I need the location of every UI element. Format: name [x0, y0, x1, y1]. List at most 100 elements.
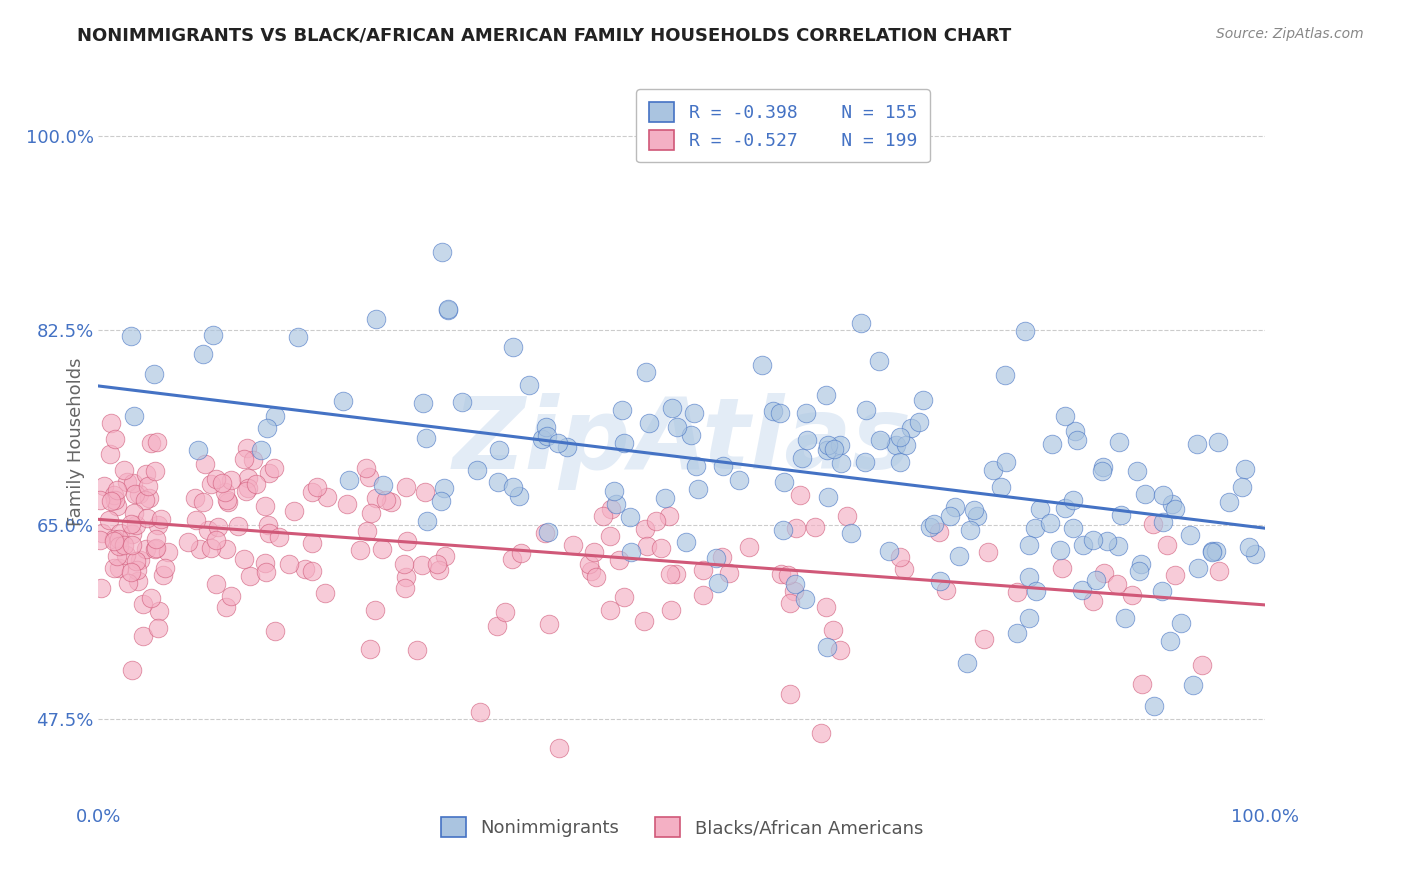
Point: [283, 504, 305, 518]
Point: [501, 551, 523, 566]
Point: [105, 549, 128, 564]
Point: [538, 617, 561, 632]
Point: [392, 558, 415, 572]
Point: [146, 621, 169, 635]
Point: [415, 431, 437, 445]
Point: [1071, 538, 1094, 552]
Point: [211, 475, 233, 490]
Point: [143, 464, 166, 478]
Point: [129, 553, 152, 567]
Point: [215, 599, 238, 614]
Point: [1244, 547, 1267, 561]
Point: [339, 473, 361, 487]
Point: [707, 576, 730, 591]
Point: [877, 543, 900, 558]
Point: [1070, 583, 1092, 598]
Point: [143, 542, 166, 557]
Point: [127, 574, 149, 588]
Point: [994, 455, 1017, 469]
Point: [620, 544, 643, 558]
Point: [1164, 567, 1187, 582]
Point: [432, 245, 454, 260]
Point: [134, 492, 156, 507]
Point: [131, 629, 153, 643]
Point: [1054, 409, 1077, 423]
Point: [157, 545, 180, 559]
Point: [534, 420, 557, 434]
Point: [294, 562, 316, 576]
Point: [197, 523, 219, 537]
Point: [115, 475, 138, 490]
Point: [537, 525, 560, 540]
Point: [233, 551, 256, 566]
Point: [547, 436, 569, 450]
Point: [117, 576, 139, 591]
Point: [789, 488, 811, 502]
Point: [354, 461, 377, 475]
Point: [1125, 464, 1147, 478]
Point: [1130, 677, 1153, 691]
Point: [855, 402, 877, 417]
Point: [207, 520, 229, 534]
Point: [779, 596, 801, 610]
Point: [821, 623, 844, 637]
Point: [264, 624, 287, 638]
Point: [108, 539, 131, 553]
Point: [1178, 527, 1201, 541]
Point: [1114, 611, 1136, 625]
Point: [254, 565, 277, 579]
Point: [783, 584, 806, 599]
Point: [772, 523, 794, 537]
Point: [894, 438, 917, 452]
Point: [619, 509, 641, 524]
Point: [1239, 540, 1261, 554]
Point: [815, 599, 838, 614]
Point: [686, 483, 709, 497]
Point: [394, 581, 416, 595]
Point: [1081, 533, 1104, 548]
Point: [1024, 520, 1046, 534]
Text: NONIMMIGRANTS VS BLACK/AFRICAN AMERICAN FAMILY HOUSEHOLDS CORRELATION CHART: NONIMMIGRANTS VS BLACK/AFRICAN AMERICAN …: [77, 27, 1011, 45]
Point: [728, 473, 751, 487]
Point: [889, 550, 911, 565]
Point: [142, 367, 165, 381]
Point: [578, 558, 600, 572]
Point: [135, 541, 157, 556]
Point: [193, 495, 215, 509]
Point: [219, 474, 242, 488]
Point: [794, 406, 817, 420]
Point: [104, 492, 127, 507]
Point: [654, 491, 676, 505]
Point: [665, 420, 688, 434]
Point: [434, 549, 457, 564]
Point: [152, 567, 174, 582]
Point: [922, 516, 945, 531]
Text: ZipAtlas: ZipAtlas: [453, 393, 911, 490]
Point: [1108, 435, 1130, 450]
Point: [150, 511, 173, 525]
Point: [148, 604, 170, 618]
Point: [135, 467, 157, 481]
Point: [1201, 545, 1223, 559]
Point: [139, 591, 162, 605]
Point: [817, 491, 839, 505]
Point: [415, 514, 437, 528]
Point: [411, 558, 433, 573]
Point: [430, 493, 453, 508]
Point: [305, 480, 328, 494]
Point: [814, 387, 837, 401]
Point: [145, 541, 167, 556]
Point: [278, 557, 301, 571]
Point: [336, 497, 359, 511]
Point: [89, 493, 111, 508]
Point: [1091, 463, 1114, 477]
Point: [815, 442, 838, 457]
Point: [204, 472, 226, 486]
Point: [122, 507, 145, 521]
Point: [103, 532, 125, 546]
Point: [1164, 502, 1187, 516]
Point: [830, 456, 852, 470]
Point: [835, 508, 858, 523]
Point: [201, 327, 224, 342]
Point: [1181, 678, 1204, 692]
